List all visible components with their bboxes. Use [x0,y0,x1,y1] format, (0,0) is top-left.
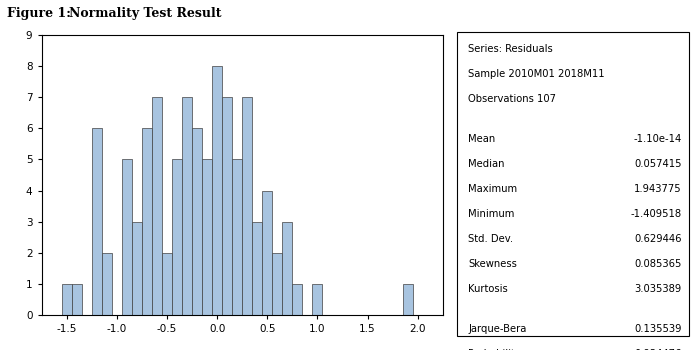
Bar [72,284,82,315]
Bar [62,284,71,315]
Bar [102,253,111,315]
Text: Sample 2010M01 2018M11: Sample 2010M01 2018M11 [468,69,605,79]
Text: 1.943775: 1.943775 [634,184,682,194]
Bar [172,160,182,315]
Bar [182,97,192,315]
Text: Observations 107: Observations 107 [468,93,556,104]
Text: 0.629446: 0.629446 [634,234,682,244]
Bar [273,253,282,315]
Bar [313,284,322,315]
Bar [202,160,212,315]
Bar [152,97,162,315]
Text: Minimum: Minimum [468,209,515,219]
Text: Series: Residuals: Series: Residuals [468,44,553,54]
Bar [253,222,262,315]
Bar [162,253,172,315]
Bar [92,128,102,315]
Bar [282,222,292,315]
Bar [132,222,142,315]
Text: 3.035389: 3.035389 [635,284,682,294]
Text: 0.934476: 0.934476 [634,349,682,350]
Text: 0.057415: 0.057415 [634,159,682,169]
Bar [122,160,131,315]
Text: Mean: Mean [468,134,495,144]
Text: Kurtosis: Kurtosis [468,284,508,294]
Text: Probability: Probability [468,349,521,350]
Text: Median: Median [468,159,504,169]
Text: Figure 1:: Figure 1: [7,7,71,20]
Text: Jarque-Bera: Jarque-Bera [468,324,527,334]
Text: Maximum: Maximum [468,184,518,194]
Bar [142,128,152,315]
Text: Std. Dev.: Std. Dev. [468,234,513,244]
Bar [262,190,272,315]
Bar [242,97,252,315]
Text: Skewness: Skewness [468,259,517,269]
Text: Normality Test Result: Normality Test Result [69,7,221,20]
Bar [403,284,412,315]
Text: -1.409518: -1.409518 [630,209,682,219]
Bar [222,97,232,315]
Text: 0.135539: 0.135539 [634,324,682,334]
Bar [192,128,202,315]
Text: -1.10e-14: -1.10e-14 [633,134,682,144]
Bar [293,284,302,315]
Bar [212,66,222,315]
Text: 0.085365: 0.085365 [634,259,682,269]
Bar [233,160,242,315]
